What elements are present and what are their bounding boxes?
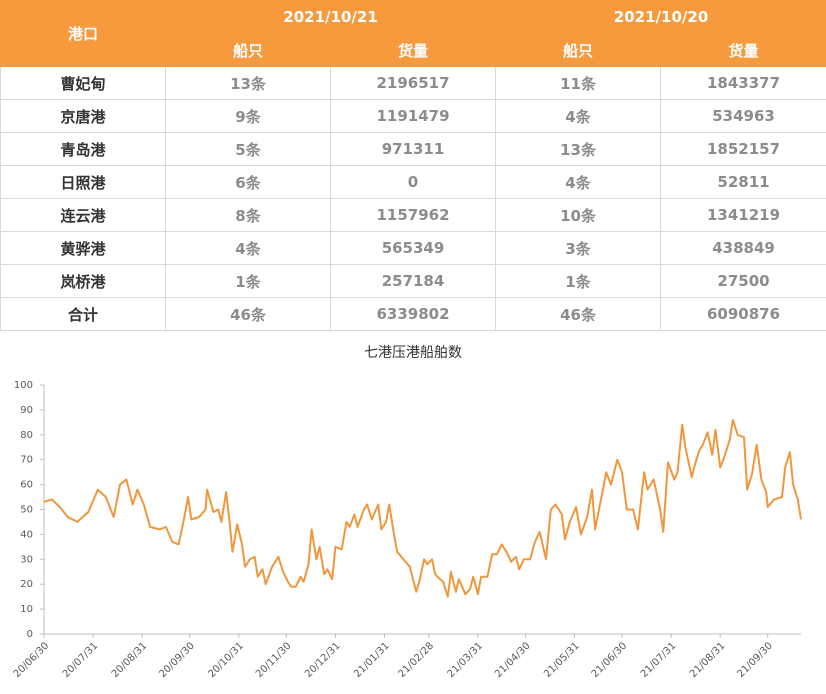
port-cell: 曹妃甸 [0,66,166,100]
value-cell: 1条 [165,264,331,298]
port-cell: 黄骅港 [0,231,166,265]
x-tick-label: 20/07/31 [61,640,101,680]
value-cell: 1191479 [329,99,497,133]
y-tick-label: 70 [20,455,33,466]
value-cell: 257184 [329,264,497,298]
value-cell: 10条 [495,198,662,232]
data-line [43,418,802,598]
value-cell: 27500 [660,264,826,298]
chart-title: 七港压港船舶数 [364,345,462,361]
value-cell: 6090876 [660,297,826,331]
table-row: 岚桥港 1条 257184 1条 27500 [0,264,826,298]
port-cell: 日照港 [0,165,166,199]
value-cell: 13条 [165,66,331,100]
subheader-cell: 货量 [329,33,497,67]
y-tick-label: 0 [27,629,33,640]
value-cell: 0 [329,165,497,199]
x-tick-label: 21/04/30 [493,640,533,680]
value-cell: 534963 [660,99,826,133]
subheader-cell: 船只 [495,33,662,67]
y-tick-label: 10 [20,604,33,615]
value-cell: 1843377 [660,66,826,100]
x-tick-label: 21/08/31 [688,640,728,680]
x-tick-label: 21/09/30 [735,640,775,680]
port-cell: 合计 [0,297,166,331]
port-cell: 岚桥港 [0,264,166,298]
y-tick-label: 90 [20,405,33,416]
x-tick-label: 20/06/30 [12,640,52,680]
table-row: 连云港 8条 1157962 10条 1341219 [0,198,826,232]
table-row: 青岛港 5条 971311 13条 1852157 [0,132,826,166]
table-row: 曹妃甸 13条 2196517 11条 1843377 [0,66,826,100]
y-tick-label: 30 [20,554,33,565]
value-cell: 9条 [165,99,331,133]
x-tick-label: 21/03/31 [446,640,486,680]
x-tick-label: 20/10/31 [206,640,246,680]
table-row: 日照港 6条 0 4条 52811 [0,165,826,199]
x-tick-label: 20/11/30 [254,640,294,680]
subheader-cell: 货量 [660,33,826,67]
x-tick-label: 21/07/31 [639,640,679,680]
x-tick-label: 21/02/28 [397,640,437,680]
value-cell: 4条 [165,231,331,265]
port-cell: 青岛港 [0,132,166,166]
value-cell: 46条 [495,297,662,331]
value-cell: 3条 [495,231,662,265]
value-cell: 971311 [329,132,497,166]
value-cell: 1条 [495,264,662,298]
port-cell: 京唐港 [0,99,166,133]
y-tick-label: 80 [20,430,33,441]
value-cell: 13条 [495,132,662,166]
table-row: 黄骅港 4条 565349 3条 438849 [0,231,826,265]
x-tick-label: 21/06/30 [590,640,630,680]
x-tick-label: 21/05/31 [542,640,582,680]
value-cell: 11条 [495,66,662,100]
value-cell: 4条 [495,99,662,133]
x-tick-label: 21/01/31 [352,640,392,680]
value-cell: 8条 [165,198,331,232]
value-cell: 4条 [495,165,662,199]
value-cell: 2196517 [329,66,497,100]
value-cell: 6339802 [329,297,497,331]
table-row: 合计 46条 6339802 46条 6090876 [0,297,826,331]
value-cell: 1341219 [660,198,826,232]
value-cell: 1157962 [329,198,497,232]
value-cell: 6条 [165,165,331,199]
header-cell: 港口 [0,0,166,67]
table-row: 京唐港 9条 1191479 4条 534963 [0,99,826,133]
y-tick-label: 60 [20,480,33,491]
value-cell: 1852157 [660,132,826,166]
subheader-cell: 船只 [165,33,331,67]
y-tick-label: 20 [20,579,33,590]
value-cell: 5条 [165,132,331,166]
port-cell: 连云港 [0,198,166,232]
header-cell: 2021/10/21 [164,0,497,34]
port-table: 港口 2021/10/21 2021/10/20 船只 货量 船只 货量 曹妃甸… [0,0,826,331]
value-cell: 52811 [660,165,826,199]
value-cell: 46条 [165,297,331,331]
y-tick-label: 100 [14,380,33,391]
header-cell: 2021/10/20 [495,0,826,34]
value-cell: 565349 [329,231,497,265]
x-tick-label: 20/09/30 [157,640,197,680]
x-tick-label: 20/08/31 [110,640,150,680]
y-tick-label: 50 [20,505,33,516]
x-tick-label: 20/12/31 [303,640,343,680]
value-cell: 438849 [660,231,826,265]
y-tick-label: 40 [20,529,33,540]
